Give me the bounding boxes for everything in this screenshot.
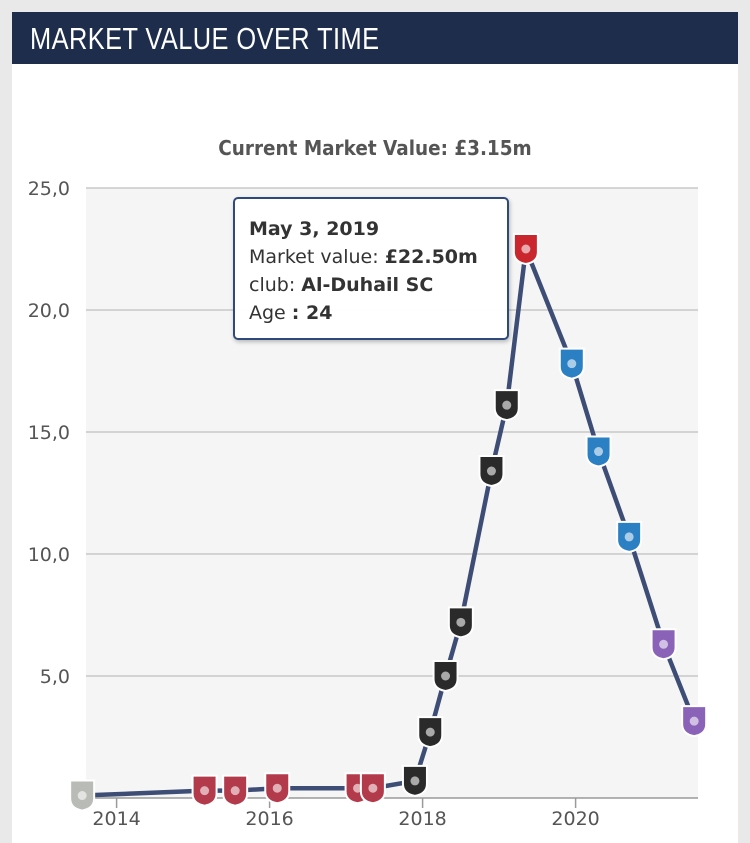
club-crest-marker [359, 772, 386, 805]
x-tick-label: 2014 [92, 808, 140, 830]
club-crest-emblem [624, 532, 634, 542]
x-tick-label: 2018 [398, 808, 446, 830]
club-crest-marker [432, 660, 459, 693]
club-crest-emblem [594, 447, 604, 457]
club-crest-emblem [567, 359, 577, 369]
tooltip-value-label: Market value: [249, 246, 385, 268]
y-tick-label: 25,0 [28, 178, 70, 200]
value-tooltip: May 3, 2019 Market value: £22.50m club: … [233, 197, 509, 340]
club-crest-emblem [425, 727, 435, 737]
club-crest-emblem [353, 783, 363, 793]
tooltip-date: May 3, 2019 [249, 218, 380, 240]
club-crest-emblem [368, 783, 378, 793]
y-tick-label: 10,0 [28, 544, 70, 566]
tooltip-age-label: Age [249, 302, 292, 324]
club-crest-emblem [659, 639, 669, 649]
club-crest-emblem [441, 671, 451, 681]
club-crest-emblem [689, 716, 699, 726]
club-crest-emblem [502, 400, 512, 410]
card-header: MARKET VALUE OVER TIME [12, 12, 738, 64]
y-tick-label: 20,0 [28, 300, 70, 322]
club-crest-emblem [486, 466, 496, 476]
tooltip-club: Al-Duhail SC [301, 274, 434, 296]
chart-title: Current Market Value: £3.15m [218, 136, 532, 160]
club-crest-marker [493, 389, 520, 422]
tooltip-club-label: club: [249, 274, 302, 296]
y-tick-label: 5,0 [40, 666, 70, 688]
club-crest-emblem [456, 617, 466, 627]
tooltip-value: £22.50m [384, 246, 478, 268]
club-crest-marker [512, 233, 539, 266]
club-crest-marker [264, 772, 291, 805]
club-crest-emblem [230, 786, 240, 796]
club-crest-emblem [272, 783, 282, 793]
club-crest-marker [616, 520, 643, 553]
x-tick-label: 2016 [245, 808, 293, 830]
club-crest-marker [222, 774, 249, 807]
club-crest-marker [447, 606, 474, 639]
y-tick-label: 15,0 [28, 422, 70, 444]
club-crest-marker [478, 455, 505, 488]
tooltip-age-row: Age : 24 [249, 299, 507, 327]
header-title: MARKET VALUE OVER TIME [30, 21, 380, 56]
club-crest-marker [69, 779, 96, 812]
club-crest-emblem [521, 244, 531, 254]
club-crest-emblem [77, 791, 87, 801]
x-tick-label: 2020 [551, 808, 599, 830]
club-crest-marker [650, 628, 677, 661]
tooltip-value-row: Market value: £22.50m [249, 243, 507, 271]
club-crest-marker [585, 435, 612, 468]
club-crest-marker [681, 705, 708, 738]
club-crest-marker [417, 716, 444, 749]
club-crest-marker [401, 764, 428, 797]
tooltip-club-row: club: Al-Duhail SC [249, 271, 507, 299]
club-crest-marker [558, 347, 585, 380]
club-crest-marker [191, 774, 218, 807]
club-crest-emblem [200, 786, 210, 796]
club-crest-emblem [410, 776, 420, 786]
tooltip-age: : 24 [291, 302, 333, 324]
